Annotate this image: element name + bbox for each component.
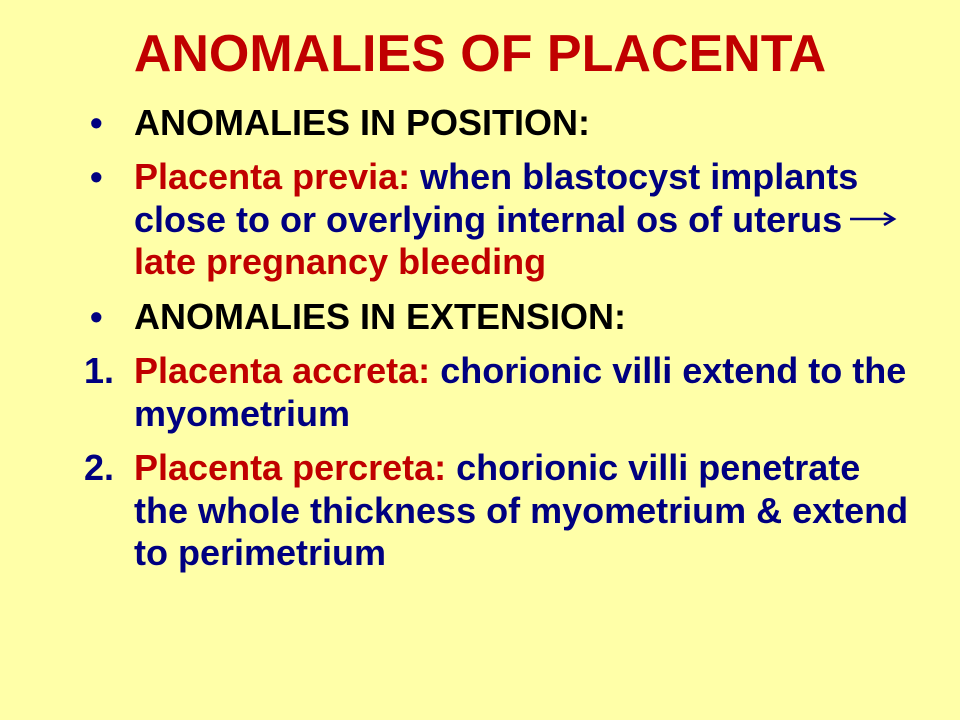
text-run: Placenta percreta:	[134, 447, 456, 488]
text-run: Placenta previa:	[134, 156, 420, 197]
text-run: Placenta accreta:	[134, 350, 440, 391]
text-run: ANOMALIES IN EXTENSION:	[134, 296, 626, 337]
list-item: ANOMALIES IN EXTENSION:	[90, 296, 920, 338]
list-item: ANOMALIES IN POSITION:	[90, 102, 920, 144]
list-item: Placenta previa: when blastocyst implant…	[90, 156, 920, 283]
text-run: ANOMALIES IN POSITION:	[134, 102, 590, 143]
slide-body-list: ANOMALIES IN POSITION: Placenta previa: w…	[40, 102, 920, 575]
text-run: late pregnancy bleeding	[134, 241, 546, 282]
slide-title: ANOMALIES OF PLACENTA	[40, 24, 920, 84]
list-item: Placenta accreta: chorionic villi extend…	[90, 350, 920, 435]
list-item: Placenta percreta: chorionic villi penet…	[90, 447, 920, 574]
arrow-right-icon	[848, 211, 902, 227]
slide: ANOMALIES OF PLACENTA ANOMALIES IN POSIT…	[0, 0, 960, 720]
